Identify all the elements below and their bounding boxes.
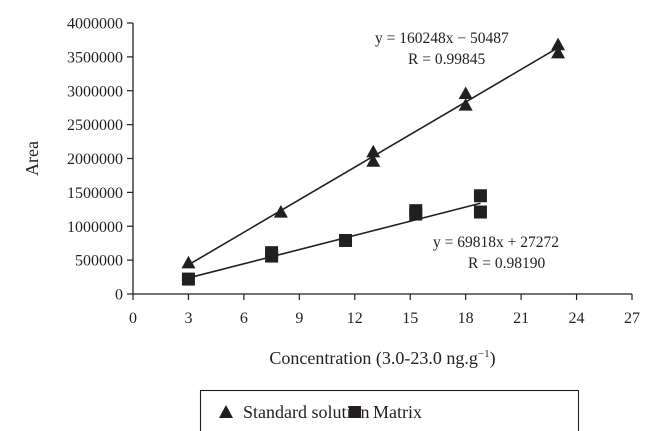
legend-label: Matrix [373, 402, 422, 422]
y-tick-label: 1500000 [67, 185, 123, 202]
x-tick-label: 3 [184, 310, 192, 327]
standard-solution-point [366, 144, 381, 158]
standard-solution-point [458, 86, 473, 100]
matrix-equation-label: y = 69818x + 27272 [433, 234, 559, 251]
standard-solution-point [551, 45, 566, 59]
x-tick-label: 6 [240, 310, 248, 327]
x-tick-label: 0 [129, 310, 137, 327]
x-tick-label: 24 [569, 310, 585, 327]
matrix-point [473, 205, 487, 219]
legend-label: Standard solution [243, 402, 370, 422]
matrix-point [473, 189, 487, 203]
y-axis-ticks: 0 500000 1000000 1500000 2000000 2500000 30000… [67, 16, 133, 304]
x-tick-label: 18 [458, 310, 474, 327]
x-tick-label: 12 [347, 310, 363, 327]
matrix-point [339, 233, 353, 247]
regression-annotations: y = 160248x − 50487 R = 0.99845 y = 6981… [375, 30, 559, 272]
y-tick-label: 500000 [75, 253, 123, 270]
x-axis-title-superscript: −1 [478, 348, 490, 360]
legend-items: Standard solution Matrix [219, 402, 422, 422]
legend: Standard solution Matrix [199, 389, 580, 431]
data-points [181, 37, 566, 286]
x-tick-label: 27 [624, 310, 640, 327]
standard-solution-point [551, 37, 566, 51]
matrix-point [409, 207, 423, 221]
x-tick-label: 21 [513, 310, 529, 327]
y-tick-label: 3000000 [67, 83, 123, 100]
x-tick-label: 9 [295, 310, 303, 327]
matrix-point [265, 249, 279, 263]
standard-equation-label: y = 160248x − 50487 [375, 30, 509, 47]
y-tick-label: 4000000 [67, 16, 123, 33]
x-axis-title-suffix: ) [490, 348, 496, 369]
standard-solution-point [366, 154, 381, 167]
y-tick-label: 2500000 [67, 117, 123, 134]
y-tick-label: 3500000 [67, 49, 123, 66]
legend-triangle-icon [219, 405, 233, 418]
x-tick-label: 15 [402, 310, 418, 327]
legend-square-icon [349, 406, 361, 418]
x-axis-title: Concentration (3.0-23.0 ng.g−1) [269, 348, 495, 369]
y-tick-label: 0 [115, 287, 123, 304]
standard-solution-point [273, 205, 288, 218]
matrix-r-label: R = 0.98190 [468, 255, 545, 272]
y-tick-label: 1000000 [67, 219, 123, 236]
standard-solution-point [458, 97, 473, 111]
y-tick-label: 2000000 [67, 151, 123, 168]
standard-solution-point [181, 255, 196, 269]
standard-r-label: R = 0.99845 [408, 51, 485, 68]
matrix-fit-line [188, 202, 481, 279]
matrix-point [181, 272, 195, 286]
x-axis-ticks: 0 3 6 9 12 15 18 21 24 27 [129, 294, 640, 327]
y-axis-title: Area [22, 141, 42, 176]
x-axis-title-main: Concentration (3.0-23.0 ng.g [269, 348, 477, 369]
legend-box [199, 389, 580, 431]
